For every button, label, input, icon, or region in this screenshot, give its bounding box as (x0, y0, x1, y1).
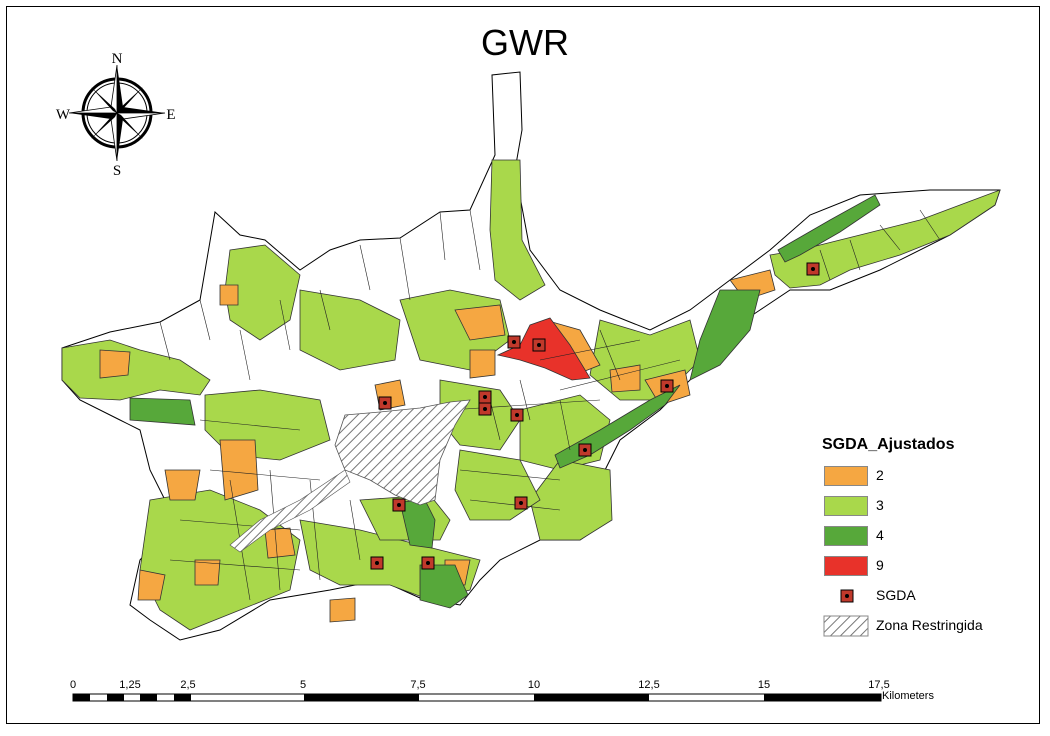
restricted-zone (334, 399, 471, 506)
legend-label: 4 (876, 527, 884, 543)
sgda-point (378, 396, 392, 410)
scale-tick-label: 17,5 (868, 679, 890, 691)
legend-label: 2 (876, 467, 884, 483)
scale-bar (72, 693, 882, 702)
sgda-point (514, 496, 528, 510)
swatch-orange (824, 466, 868, 486)
sgda-points (370, 262, 820, 570)
sgda-point (660, 379, 674, 393)
legend: SGDA_Ajustados 2 3 4 9 SGDA Zona Restrin… (822, 436, 1037, 644)
sgda-point (806, 262, 820, 276)
scale-tick-label: 5 (299, 679, 307, 691)
sgda-point (478, 402, 492, 416)
sgda-point (478, 390, 492, 404)
scale-tick-label: 0 (69, 679, 77, 691)
legend-label: 9 (876, 557, 884, 573)
legend-item-2: 2 (822, 464, 1037, 494)
legend-item-9: 9 (822, 554, 1037, 584)
sgda-point (510, 408, 524, 422)
scale-unit: Kilometers (882, 690, 934, 702)
legend-item-restricted: Zona Restringida (822, 614, 1037, 644)
scale-tick-label: 7,5 (410, 679, 426, 691)
compass-w: W (56, 107, 71, 123)
scale-tick-label: 15 (757, 679, 771, 691)
scale-tick-label: 10 (527, 679, 541, 691)
map-title: GWR (481, 22, 569, 63)
sgda-point (370, 556, 384, 570)
compass-rose: N S W E (56, 51, 176, 179)
scale-tick-label: 2,5 (180, 679, 196, 691)
legend-label: SGDA (876, 587, 916, 603)
sgda-point (421, 556, 435, 570)
legend-title: SGDA_Ajustados (822, 436, 955, 453)
legend-label: 3 (876, 497, 884, 513)
scale-tick-label: 1,25 (119, 679, 141, 691)
swatch-red (824, 556, 868, 576)
swatch-light-green (824, 496, 868, 516)
legend-item-sgda: SGDA (822, 584, 1037, 614)
sgda-point-icon (840, 589, 854, 603)
restricted-corridor (229, 469, 351, 553)
compass-n: N (112, 51, 123, 67)
swatch-dark-green (824, 526, 868, 546)
sgda-point (392, 498, 406, 512)
scale-tick-label: 12,5 (638, 679, 660, 691)
sgda-point (507, 335, 521, 349)
sgda-point (532, 338, 546, 352)
sgda-point (578, 443, 592, 457)
compass-s: S (113, 163, 121, 179)
compass-e: E (166, 107, 175, 123)
legend-item-4: 4 (822, 524, 1037, 554)
legend-label: Zona Restringida (876, 617, 983, 633)
hatch-swatch-icon (823, 615, 869, 637)
legend-item-3: 3 (822, 494, 1037, 524)
